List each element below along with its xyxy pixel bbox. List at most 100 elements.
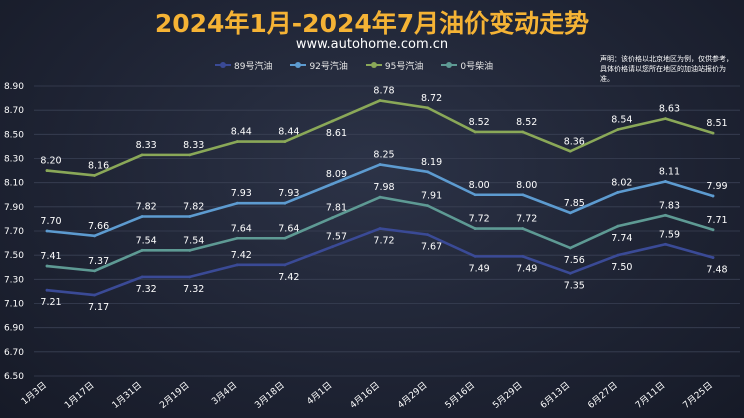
- data-label: 7.99: [706, 181, 727, 192]
- data-label: 7.66: [88, 221, 109, 232]
- data-point-1: [664, 180, 667, 183]
- y-tick-label: 6.70: [4, 348, 24, 358]
- data-label: 7.82: [183, 202, 204, 213]
- chart-legend: 89号汽油 92号汽油 95号汽油 0号柴油: [215, 58, 511, 72]
- data-point-3: [711, 228, 715, 232]
- y-tick-label: 8.30: [4, 155, 24, 165]
- data-label: 7.85: [564, 198, 585, 209]
- data-point-3: [473, 227, 477, 230]
- data-label: 7.72: [516, 214, 537, 225]
- data-label: 8.33: [183, 140, 204, 151]
- data-point-3: [283, 236, 287, 240]
- data-label: 8.20: [40, 156, 61, 167]
- data-point-2: [283, 140, 287, 143]
- data-label: 7.91: [421, 191, 442, 202]
- data-label: 7.67: [421, 242, 442, 253]
- chart-title: 2024年1月-2024年7月油价变动走势: [154, 9, 590, 38]
- y-tick-label: 8.50: [4, 130, 24, 140]
- data-point-1: [426, 170, 429, 174]
- disclaimer-note: 声明：该价格以北京地区为例，仅供参考，具体价格请以您所在地区的加油站报价为准。: [600, 55, 733, 83]
- legend-item-95[interactable]: 95号汽油: [365, 59, 424, 72]
- legend-label-95: 95号汽油: [384, 61, 424, 72]
- data-label: 8.09: [326, 169, 347, 180]
- data-point-2: [331, 119, 334, 123]
- data-label: 7.71: [706, 215, 727, 226]
- legend-swatch-0: [441, 62, 458, 68]
- data-point-1: [331, 182, 334, 186]
- data-label: 8.00: [516, 180, 537, 191]
- data-point-2: [664, 117, 667, 121]
- data-point-1: [568, 211, 572, 215]
- y-tick-label: 8.10: [4, 179, 24, 189]
- y-tick-label: 7.90: [4, 203, 24, 213]
- data-point-1: [521, 193, 525, 197]
- data-point-3: [93, 269, 96, 273]
- data-label: 7.48: [706, 265, 727, 276]
- data-label: 8.51: [706, 118, 727, 129]
- data-label: 8.78: [373, 86, 394, 97]
- data-point-3: [568, 246, 572, 250]
- data-point-1: [188, 215, 192, 218]
- data-label: 7.93: [231, 188, 252, 199]
- data-label: 8.36: [564, 136, 585, 147]
- data-label: 8.11: [659, 166, 680, 177]
- y-tick-label: 7.30: [4, 275, 24, 285]
- data-label: 7.56: [564, 255, 585, 266]
- x-tick-label: 1月31日: [110, 380, 144, 411]
- data-label: 8.52: [469, 117, 490, 128]
- data-point-1: [378, 163, 382, 166]
- x-tick-label: 4月16日: [348, 380, 382, 411]
- data-label: 8.54: [611, 115, 632, 126]
- data-point-2: [235, 140, 239, 143]
- data-label: 7.93: [278, 188, 299, 199]
- data-point-1: [45, 229, 49, 233]
- y-tick-label: 8.90: [4, 82, 24, 92]
- data-point-2: [45, 169, 49, 172]
- data-label: 8.44: [278, 127, 299, 138]
- legend-item-0[interactable]: 0号柴油: [441, 59, 493, 72]
- data-point-1: [711, 194, 715, 198]
- y-tick-label: 6.50: [4, 372, 24, 382]
- data-point-0: [568, 271, 572, 275]
- legend-swatch-92: [290, 62, 307, 68]
- y-tick-label: 8.70: [4, 106, 24, 116]
- data-label: 8.16: [88, 160, 109, 171]
- data-label: 7.98: [373, 182, 394, 193]
- data-point-0: [331, 245, 334, 249]
- legend-item-92[interactable]: 92号汽油: [290, 59, 348, 72]
- x-tick-label: 4月1日: [305, 380, 335, 407]
- data-label: 7.72: [373, 236, 394, 247]
- data-label: 7.74: [611, 233, 632, 244]
- data-label: 7.49: [516, 263, 537, 274]
- data-label: 7.82: [136, 202, 157, 213]
- data-label: 8.72: [421, 93, 442, 104]
- y-tick-label: 7.70: [4, 227, 24, 237]
- data-point-0: [188, 275, 192, 279]
- data-point-1: [93, 234, 96, 238]
- series-line-1: [45, 163, 715, 238]
- data-point-3: [188, 248, 192, 252]
- data-label: 8.52: [516, 117, 537, 128]
- data-point-0: [45, 288, 49, 292]
- data-label: 8.63: [659, 104, 680, 115]
- x-tick-label: 1月3日: [19, 380, 49, 407]
- x-tick-label: 4月29日: [395, 380, 429, 411]
- data-label: 7.37: [88, 256, 109, 267]
- x-tick-label: 7月25日: [681, 380, 715, 411]
- data-point-0: [283, 263, 287, 267]
- data-point-3: [235, 236, 239, 240]
- data-point-1: [473, 193, 477, 197]
- x-tick-label: 5月29日: [491, 380, 525, 411]
- x-tick-label: 5月16日: [443, 380, 477, 411]
- data-point-2: [568, 149, 572, 153]
- legend-swatch-95: [365, 62, 382, 68]
- data-label: 8.33: [136, 140, 157, 151]
- legend-item-89[interactable]: 89号汽油: [215, 59, 272, 72]
- y-tick-label: 6.90: [4, 324, 24, 334]
- data-point-0: [93, 293, 96, 297]
- data-label: 8.02: [611, 177, 632, 188]
- legend-swatch-89: [215, 62, 231, 68]
- data-point-2: [93, 174, 96, 177]
- data-label: 7.72: [469, 214, 490, 225]
- chart-subtitle: www.autohome.com.cn: [295, 37, 449, 52]
